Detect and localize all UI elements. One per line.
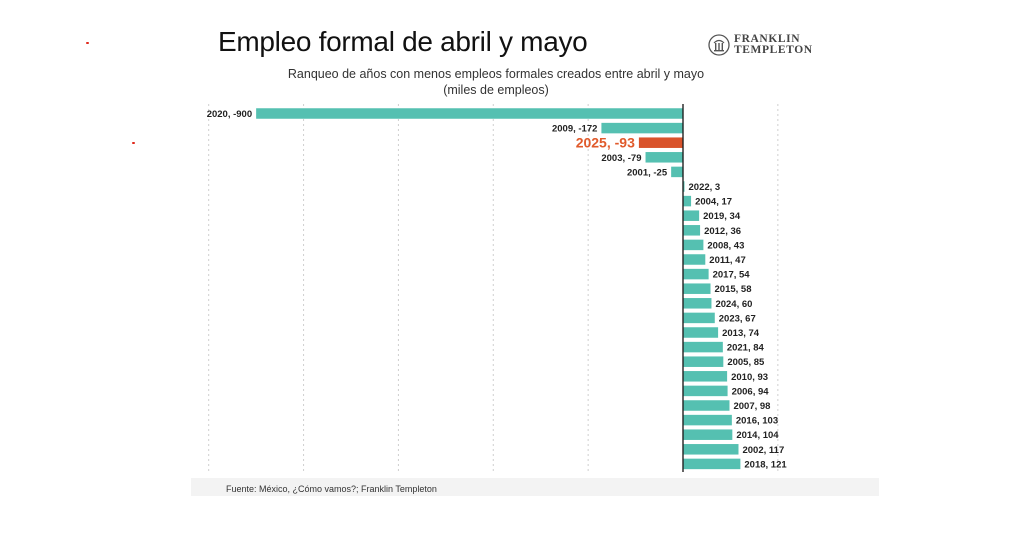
bar-2003	[645, 152, 683, 163]
bar-2001	[671, 166, 683, 178]
bar-2013	[683, 327, 719, 338]
data-label-2012: 2012, 36	[704, 226, 741, 237]
data-label-2017: 2017, 54	[713, 270, 751, 281]
chart-card	[191, 18, 879, 496]
bar-2022	[683, 181, 685, 192]
bar-2025	[638, 137, 683, 148]
bar-2007	[683, 400, 730, 411]
subtitle-line-1: Ranqueo de años con menos empleos formal…	[287, 67, 705, 81]
red-mark-1	[86, 42, 89, 44]
data-label-2016: 2016, 103	[736, 416, 778, 427]
data-label-2019: 2019, 34	[703, 211, 741, 222]
data-label-2011: 2011, 47	[709, 255, 745, 266]
data-label-2023: 2023, 67	[719, 313, 756, 324]
bar-2020	[256, 108, 683, 119]
bar-2014	[683, 429, 733, 440]
franklin-templeton-logo-icon	[708, 34, 730, 56]
red-mark-2	[132, 142, 135, 144]
chart-subtitle: Ranqueo de años con menos empleos formal…	[191, 66, 801, 98]
logo-text: FRANKLIN TEMPLETON	[734, 33, 813, 56]
chart-title: Empleo formal de abril y mayo	[218, 26, 588, 57]
bar-2023	[683, 312, 715, 324]
data-label-2013: 2013, 74	[722, 328, 760, 339]
data-label-2020: 2020, -900	[207, 109, 252, 120]
bar-2011	[683, 254, 706, 265]
bar-2010	[683, 371, 728, 382]
bar-2016	[683, 414, 732, 426]
data-label-2007: 2007, 98	[733, 401, 770, 412]
data-label-2015: 2015, 58	[715, 284, 752, 295]
data-label-2009: 2009, -172	[552, 124, 597, 135]
bar-2012	[683, 225, 701, 236]
data-label-2008: 2008, 43	[707, 240, 744, 251]
source-strip	[191, 478, 879, 496]
data-label-2006: 2006, 94	[732, 386, 770, 397]
franklin-templeton-logo: FRANKLIN TEMPLETON	[708, 33, 813, 56]
logo-line-1: FRANKLIN	[734, 33, 801, 45]
bar-2019	[683, 210, 700, 221]
data-label-2022: 2022, 3	[689, 182, 721, 193]
bar-2021	[683, 341, 723, 353]
bar-2018	[683, 458, 741, 470]
data-label-2021: 2021, 84	[727, 343, 765, 354]
source-note: Fuente: México, ¿Cómo vamos?; Franklin T…	[226, 484, 437, 494]
bar-2017	[683, 268, 709, 280]
data-label-2018: 2018, 121	[744, 459, 787, 470]
bar-2006	[683, 385, 728, 397]
bar-2024	[683, 298, 712, 309]
bar-2005	[683, 356, 724, 367]
bar-2004	[683, 195, 692, 207]
data-label-2014: 2014, 104	[736, 430, 779, 441]
data-label-2001: 2001, -25	[627, 167, 668, 178]
data-label-2024: 2024, 60	[715, 299, 752, 310]
data-label-2010: 2010, 93	[731, 372, 768, 383]
data-label-2004: 2004, 17	[695, 197, 732, 208]
bar-2002	[683, 444, 739, 455]
bar-2009	[601, 122, 683, 134]
data-label-2005: 2005, 85	[727, 357, 765, 368]
data-label-2002: 2002, 117	[742, 445, 784, 456]
data-label-2025: 2025, -93	[576, 135, 635, 151]
bar-2008	[683, 239, 704, 251]
data-label-2003: 2003, -79	[601, 153, 641, 164]
subtitle-line-2: (miles de empleos)	[443, 83, 549, 97]
logo-line-2: TEMPLETON	[734, 44, 813, 56]
bar-2015	[683, 283, 711, 294]
